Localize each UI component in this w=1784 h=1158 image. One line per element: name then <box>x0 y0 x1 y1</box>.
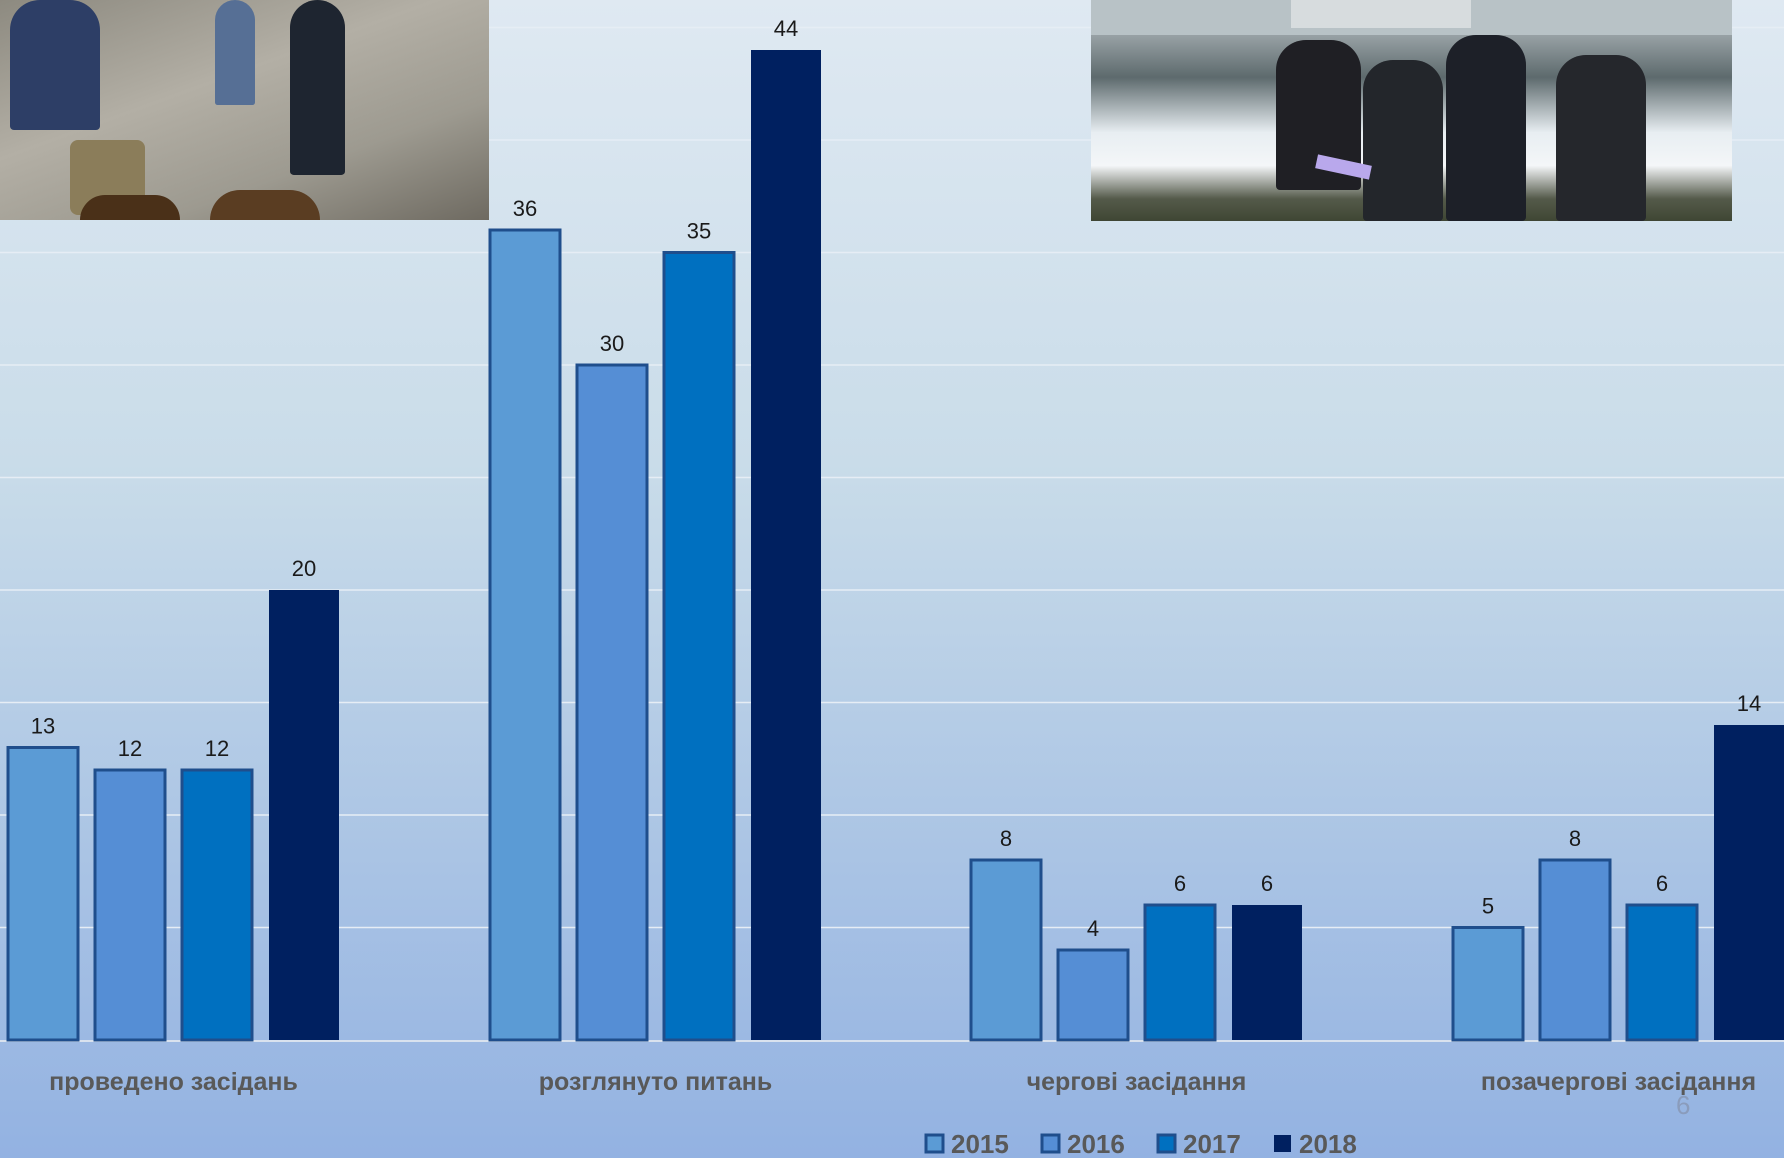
legend-label: 2015 <box>951 1129 1009 1158</box>
data-label: 12 <box>118 736 142 761</box>
category-label: позачергові засідання <box>1481 1068 1756 1096</box>
data-label: 35 <box>687 219 711 244</box>
bar-2017-3 <box>1143 903 1217 1042</box>
bar-2017-2 <box>662 251 736 1042</box>
photo-river-dam-group <box>1091 0 1732 221</box>
legend-label: 2017 <box>1183 1129 1241 1158</box>
category-label: розглянуто питань <box>539 1068 772 1096</box>
legend-swatch-2018 <box>1274 1135 1291 1152</box>
data-label: 14 <box>1737 691 1761 716</box>
bar-2018-1 <box>269 590 339 1040</box>
photo-hydrant-inspection <box>0 0 489 220</box>
bar-2016-3 <box>1056 948 1130 1042</box>
legend-swatch-2015 <box>924 1133 945 1154</box>
bar-2016-2 <box>575 363 649 1042</box>
bar-2018-2 <box>751 50 821 1040</box>
data-label: 30 <box>600 331 624 356</box>
bar-2015-2 <box>488 228 562 1042</box>
legend-label: 2016 <box>1067 1129 1125 1158</box>
data-label: 5 <box>1482 894 1494 919</box>
data-label: 6 <box>1656 871 1668 896</box>
legend-label: 2018 <box>1299 1129 1357 1158</box>
data-label: 8 <box>1569 826 1581 851</box>
bar-2017-4 <box>1625 903 1699 1042</box>
bar-2015-3 <box>969 858 1043 1042</box>
data-label: 36 <box>513 196 537 221</box>
data-label: 6 <box>1174 871 1186 896</box>
data-label: 44 <box>774 16 798 41</box>
legend-swatch-2017 <box>1156 1133 1177 1154</box>
bar-2016-1 <box>93 768 167 1042</box>
data-label: 6 <box>1261 871 1273 896</box>
bar-2015-1 <box>6 746 80 1042</box>
bar-2015-4 <box>1451 926 1525 1042</box>
bar-2018-3 <box>1232 905 1302 1040</box>
legend: 2015 2016 2017 2018 <box>924 1129 1357 1158</box>
page-number: 6 <box>1676 1090 1691 1120</box>
data-label: 13 <box>31 714 55 739</box>
category-label: проведено засідань <box>49 1068 298 1096</box>
category-label: чергові засідання <box>1027 1068 1247 1096</box>
data-label: 12 <box>205 736 229 761</box>
bar-2016-4 <box>1538 858 1612 1042</box>
bar-2017-1 <box>180 768 254 1042</box>
bar-2018-4 <box>1714 725 1784 1040</box>
data-label: 8 <box>1000 826 1012 851</box>
data-label: 20 <box>292 556 316 581</box>
data-label: 4 <box>1087 916 1099 941</box>
legend-swatch-2016 <box>1040 1133 1061 1154</box>
